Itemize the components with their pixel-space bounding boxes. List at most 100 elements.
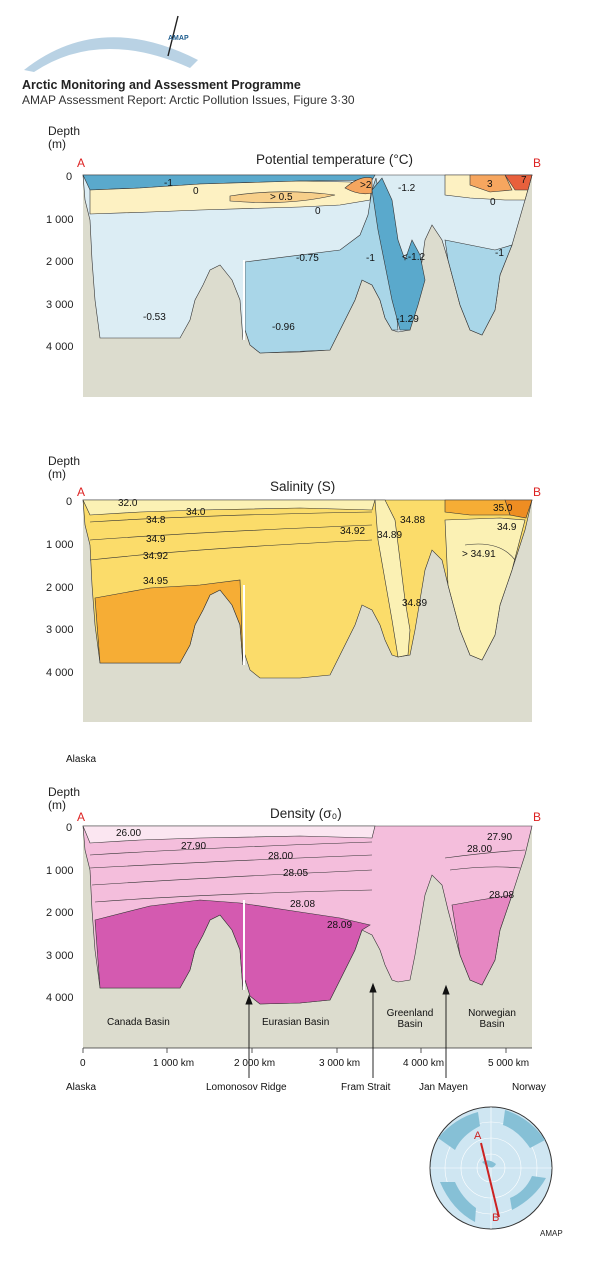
sal-contour-label: 34.89: [377, 530, 403, 541]
x-tick: 2 000 km: [234, 1058, 276, 1069]
report-subtitle: AMAP Assessment Report: Arctic Pollution…: [22, 93, 355, 107]
den-ytick-2: 2 000: [46, 907, 74, 919]
temp-depth-label: Depth (m): [48, 124, 81, 151]
temp-contour-label: -1: [164, 178, 173, 189]
temp-warm-lens: [229, 191, 336, 203]
den-contour-norw: [444, 849, 526, 859]
den-contour-label: 28.08: [489, 890, 515, 901]
basin-label: Canada Basin: [107, 1017, 170, 1028]
sal-upper-low: [82, 499, 376, 516]
temp-atlantic-orange: [469, 174, 513, 193]
feature-label: Jan Mayen: [419, 1082, 468, 1093]
sal-fram-low: [374, 499, 411, 658]
map-label-b: B: [492, 1212, 500, 1224]
feature-label: Lomonosov Ridge: [206, 1082, 287, 1093]
den-contour-label: 28.00: [268, 851, 294, 862]
temp-ytick-0: 0: [66, 171, 73, 183]
temp-contour-label: -1: [366, 253, 375, 264]
temp-contour-label: 0: [490, 197, 496, 208]
sal-ytick-4: 4 000: [46, 667, 74, 679]
temp-ytick-3: 3 000: [46, 299, 74, 311]
sal-atlantic-mid: [444, 499, 511, 516]
report-title: Arctic Monitoring and Assessment Program…: [22, 78, 301, 92]
x-start-label: Alaska: [66, 1082, 97, 1093]
temp-ytick-4: 4 000: [46, 341, 74, 353]
den-ytick-4: 4 000: [46, 992, 74, 1004]
temp-contour-label: -1: [495, 248, 504, 259]
x-tick: 0: [80, 1058, 86, 1069]
den-contour-label: 26.00: [116, 828, 142, 839]
temp-contour-label: -1.2: [398, 183, 416, 194]
sal-ytick-2: 2 000: [46, 582, 74, 594]
sal-contour-label: 34.92: [340, 526, 366, 537]
sal-contour-label: 32.0: [118, 498, 138, 509]
logo-text: AMAP: [168, 35, 189, 42]
sal-contour-3492: [89, 539, 373, 561]
den-water-norw-deep: [451, 894, 513, 986]
sal-contour-label: 34.88: [400, 515, 426, 526]
den-contour-label: 28.08: [290, 899, 316, 910]
x-tick: 1 000 km: [153, 1058, 195, 1069]
temp-point-a: A: [77, 156, 86, 170]
temp-contour-label: <-1.2: [402, 252, 426, 263]
temp-water-cold: [371, 177, 426, 331]
sal-contour-norw: [464, 543, 516, 561]
den-point-a: A: [77, 810, 86, 824]
temp-contour-label: -0.96: [272, 322, 295, 333]
temp-contour-label: >2: [360, 180, 372, 191]
den-water-deepest: [94, 899, 371, 1005]
sal-point-b: B: [533, 485, 542, 499]
sal-norwegian-low: [444, 517, 526, 661]
temp-contour-label: 3: [487, 179, 493, 190]
x-end-label: Norway: [512, 1082, 546, 1093]
x-tick: 4 000 km: [403, 1058, 445, 1069]
den-ytick-1: 1 000: [46, 865, 74, 877]
sal-contour-label: 35.0: [493, 503, 513, 514]
amap-credit: AMAP: [540, 1229, 563, 1238]
sal-ytick-1: 1 000: [46, 539, 74, 551]
basin-label: Norwegian Basin: [468, 1008, 516, 1030]
temp-water-norwegian: [444, 239, 513, 336]
den-depth-label: Depth (m): [48, 785, 81, 812]
sal-ytick-0: 0: [66, 496, 73, 508]
sal-contour-label: 34.9: [497, 522, 517, 533]
den-ytick-3: 3 000: [46, 950, 74, 962]
sal-contour-label: 34.8: [146, 515, 166, 526]
sal-chart-title: Salinity (S): [270, 479, 336, 494]
amap-logo: AMAP: [24, 15, 198, 72]
den-contour-label: 28.09: [327, 920, 353, 931]
temp-contour-label: -0.53: [143, 312, 166, 323]
den-contour-2790: [89, 841, 373, 856]
temp-water-cool: [244, 177, 399, 354]
map-label-a: A: [474, 1130, 482, 1142]
temp-contour-label: 0: [315, 206, 321, 217]
den-contour-2808: [94, 889, 373, 903]
temp-contour-label: 0: [193, 186, 199, 197]
sal-ytick-3: 3 000: [46, 624, 74, 636]
den-contour-2800: [89, 854, 373, 869]
x-tick: 5 000 km: [488, 1058, 530, 1069]
temp-contour-label: -0.75: [296, 253, 319, 264]
feature-arrows: [245, 982, 450, 1078]
den-contour-norw2: [449, 866, 521, 871]
basin-label: Eurasian Basin: [262, 1017, 330, 1028]
sal-depth-label: Depth (m): [48, 454, 81, 481]
den-upper-light: [82, 825, 376, 844]
den-contour-label: 27.90: [487, 832, 513, 843]
basin-label: Greenland Basin: [386, 1008, 434, 1030]
den-contour-2805: [91, 869, 373, 886]
feature-label: Fram Strait: [341, 1082, 391, 1093]
den-ytick-0: 0: [66, 822, 73, 834]
sal-contour-label: 34.9: [146, 534, 166, 545]
temp-contour-label: > 0.5: [270, 192, 293, 203]
temp-ytick-1: 1 000: [46, 214, 74, 226]
temp-hot-fram: [344, 177, 373, 195]
sal-contour-label: > 34.91: [462, 549, 496, 560]
sal-contour-label: 34.0: [186, 507, 206, 518]
den-contour-label: 28.05: [283, 868, 309, 879]
sal-contour-label: 34.89: [402, 598, 428, 609]
temp-chart-title: Potential temperature (°C): [256, 152, 413, 167]
den-chart-title: Density (σ₀): [270, 806, 342, 821]
